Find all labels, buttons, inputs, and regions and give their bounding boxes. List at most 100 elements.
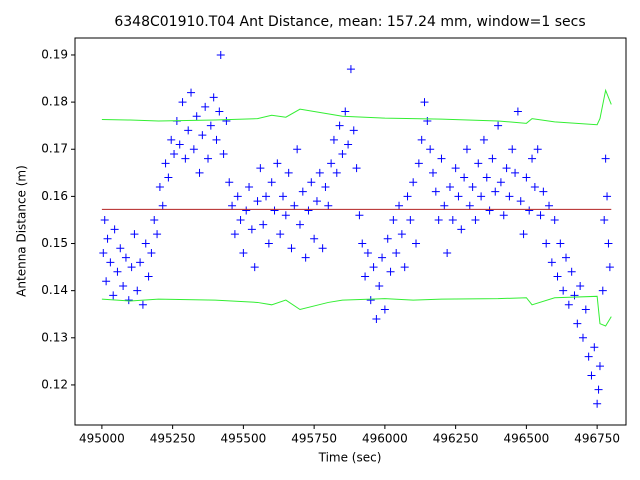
data-point [155,182,164,191]
data-point [536,211,545,220]
data-point [395,201,404,210]
data-point [420,98,429,107]
data-point [600,215,609,224]
data-point [144,272,153,281]
data-point [460,173,469,182]
data-point [584,352,593,361]
data-point [312,197,321,206]
data-point [161,159,170,168]
data-point [304,206,313,215]
data-point [383,234,392,243]
data-point [212,135,221,144]
y-tick-label: 0.16 [41,189,68,203]
data-point [397,230,406,239]
data-point [147,248,156,257]
data-point [417,135,426,144]
data-point [471,215,480,224]
data-point [474,159,483,168]
data-point [242,206,251,215]
data-point [247,225,256,234]
data-point [138,300,147,309]
data-point [406,215,415,224]
data-point [216,50,225,59]
data-point [256,164,265,173]
data-point [321,182,330,191]
data-point [426,145,435,154]
data-point [153,230,162,239]
data-point [598,286,607,295]
x-axis-label: Time (sec) [318,451,382,465]
data-point [198,131,207,140]
data-point [293,145,302,154]
data-point [409,178,418,187]
y-tick-label: 0.14 [41,283,68,297]
data-point [525,206,534,215]
data-point [298,187,307,196]
data-point [502,164,511,173]
data-point [457,225,466,234]
data-point [519,230,528,239]
data-point [121,253,130,262]
data-point [181,154,190,163]
data-point [239,248,248,257]
data-point [355,211,364,220]
data-point [195,168,204,177]
data-point [366,296,375,305]
data-point [133,286,142,295]
data-point [595,362,604,371]
data-point [324,201,333,210]
data-point [530,182,539,191]
data-point [310,234,319,243]
data-point [262,192,271,201]
data-point [375,281,384,290]
data-point [329,135,338,144]
data-point [454,192,463,201]
data-point [276,230,285,239]
y-tick-label: 0.13 [41,330,68,344]
y-tick-label: 0.18 [41,95,68,109]
data-point [264,239,273,248]
data-point [119,281,128,290]
data-point [124,296,133,305]
data-point [335,121,344,130]
data-point [204,154,213,163]
data-point [209,93,218,102]
data-point [332,168,341,177]
data-point [349,126,358,135]
data-point [513,107,522,116]
data-point [522,173,531,182]
data-point [301,253,310,262]
data-point [431,187,440,196]
data-point [284,168,293,177]
data-point [550,215,559,224]
data-point [327,159,336,168]
data-point [443,248,452,257]
data-point [315,168,324,177]
data-point [434,215,443,224]
data-point [482,173,491,182]
data-point [576,281,585,290]
x-tick-label: 495750 [291,432,337,446]
data-point [553,272,562,281]
data-point [267,178,276,187]
data-point [533,145,542,154]
data-point [201,102,210,111]
data-point [230,230,239,239]
data-point [127,263,136,272]
data-point [578,333,587,342]
data-point [352,164,361,173]
data-point [465,201,474,210]
data-point [158,201,167,210]
data-point [590,343,599,352]
data-point [341,107,350,116]
data-point [225,178,234,187]
data-point [587,371,596,380]
data-point [547,258,556,267]
x-tick-label: 495000 [79,432,125,446]
data-point [187,88,196,97]
data-point [219,149,228,158]
data-point [570,291,579,300]
data-point [233,192,242,201]
line [101,295,612,327]
